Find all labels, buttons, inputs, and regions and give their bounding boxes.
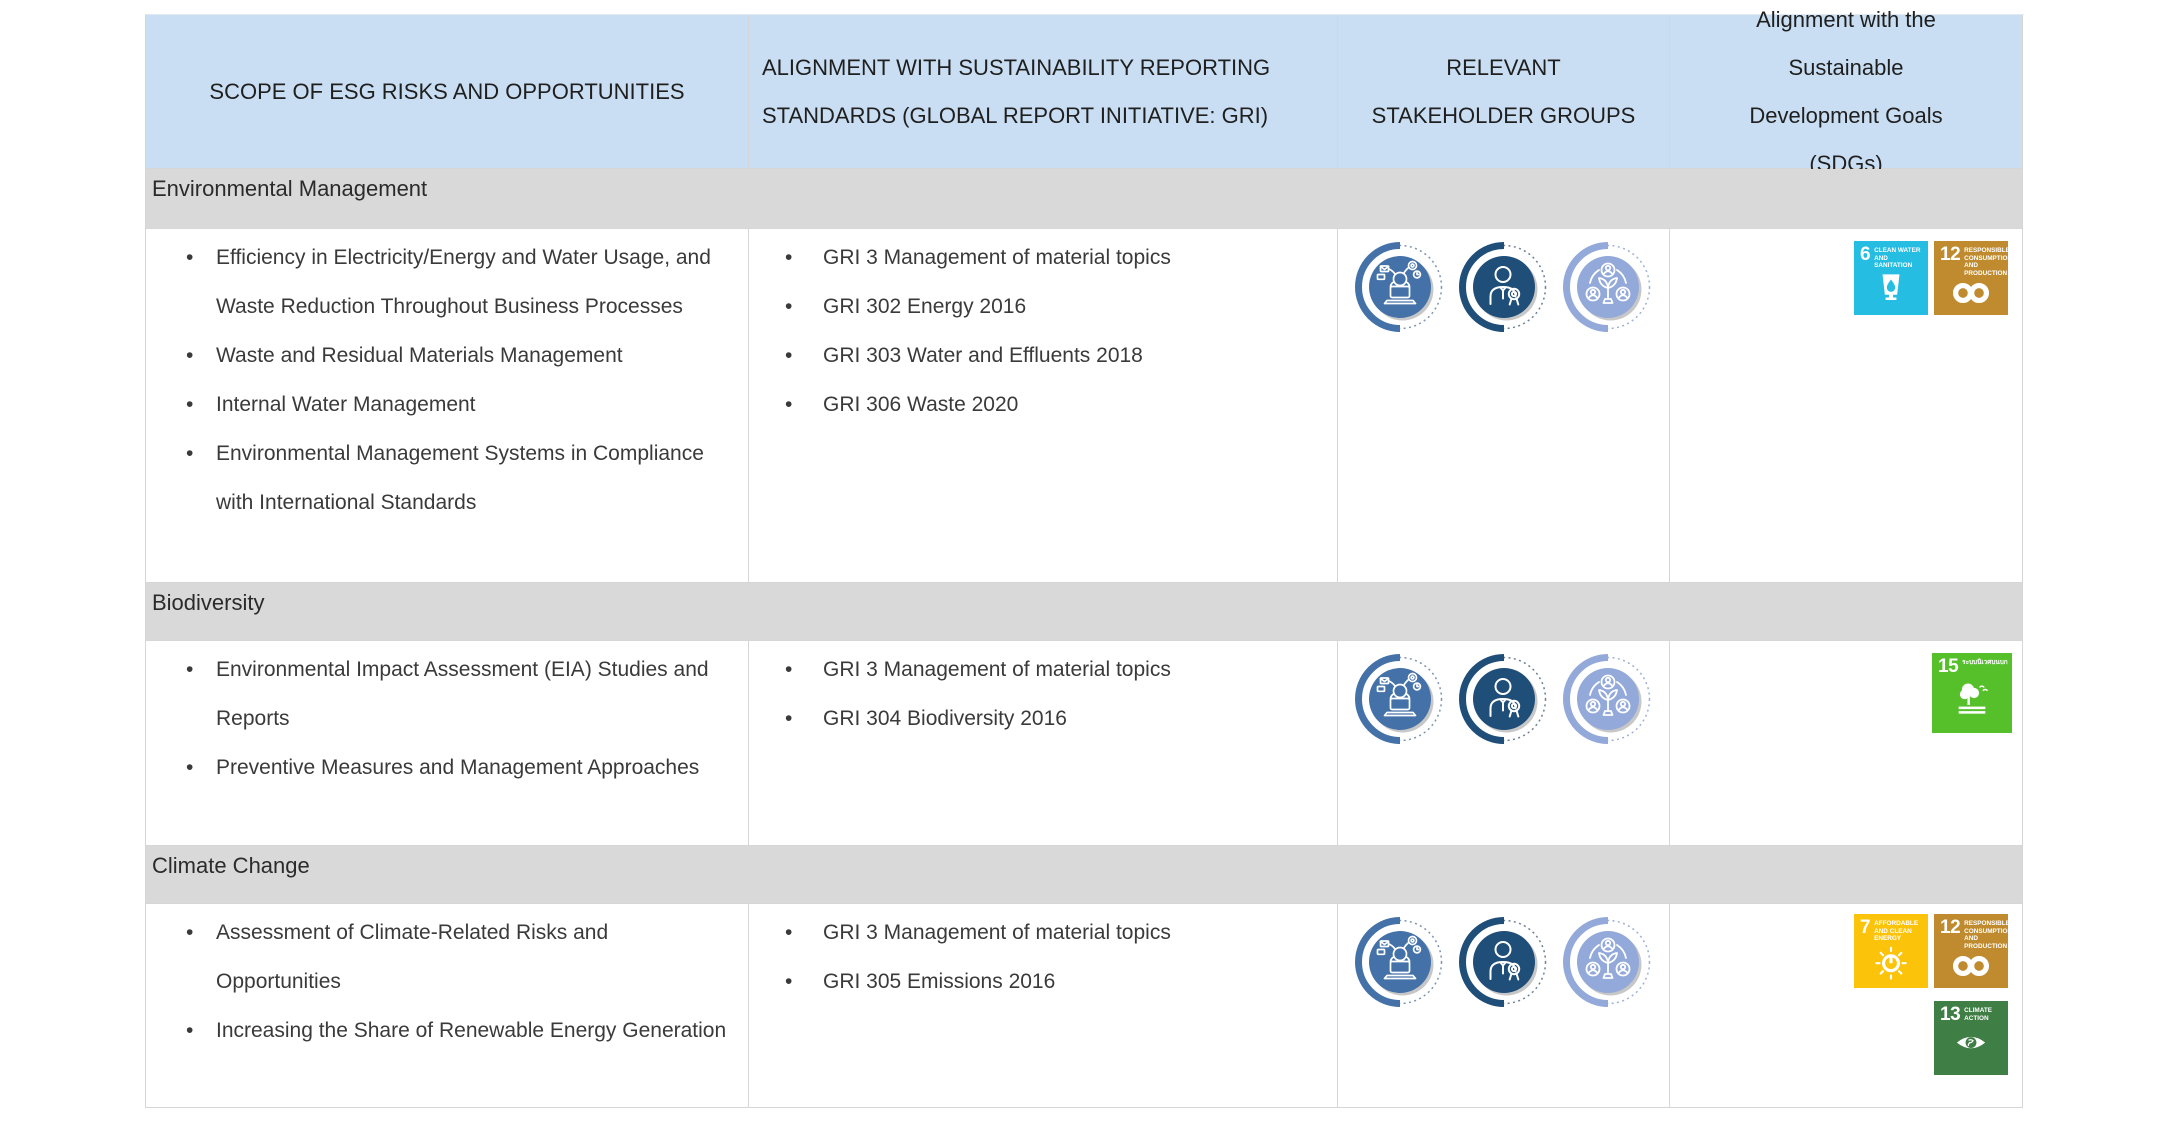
gri-cell: GRI 3 Management of material topics GRI … <box>749 229 1338 583</box>
employees-digital-work-icon <box>1354 241 1446 333</box>
gri-item: GRI 305 Emissions 2016 <box>785 957 1323 1006</box>
sdg-number: 12 <box>1940 244 1961 265</box>
stakeholders-cell <box>1338 904 1670 1108</box>
scope-item: Increasing the Share of Renewable Energy… <box>186 1006 734 1055</box>
section-title-biodiversity: Biodiversity <box>146 583 2023 641</box>
sdg-label: ระบบนิเวศบนบก <box>1962 659 2008 666</box>
column-header-scope: SCOPE OF ESG RISKS AND OPPORTUNITIES <box>146 15 749 169</box>
scope-cell: Efficiency in Electricity/Energy and Wat… <box>146 229 749 583</box>
gri-item-text: GRI 3 Management of material topics <box>823 658 1171 681</box>
scope-item: Environmental Impact Assessment (EIA) St… <box>186 645 734 743</box>
scope-item-text: Efficiency in Electricity/Energy and Wat… <box>216 246 711 318</box>
scope-item: Assessment of Climate-Related Risks and … <box>186 908 734 1006</box>
gri-item-text: GRI 302 Energy 2016 <box>823 295 1027 318</box>
column-header-label: SCOPE OF ESG RISKS AND OPPORTUNITIES <box>209 78 685 104</box>
gri-item-text: GRI 304 Biodiversity 2016 <box>823 707 1067 730</box>
sdg-badge-12: 12 RESPONSIBLE CONSUMPTION AND PRODUCTIO… <box>1934 241 2008 315</box>
sdg7-sun-energy-icon <box>1873 944 1909 980</box>
sdg-number: 7 <box>1860 917 1871 938</box>
scope-item-text: Preventive Measures and Management Appro… <box>216 756 700 779</box>
sdg13-climate-eye-icon <box>1951 1025 1991 1059</box>
gri-item: GRI 303 Water and Effluents 2018 <box>785 331 1323 380</box>
sdg-cell: 15 ระบบนิเวศบนบก <box>1670 641 2023 846</box>
sdg-badge-7: 7 AFFORDABLE AND CLEAN ENERGY <box>1854 914 1928 988</box>
gri-cell: GRI 3 Management of material topics GRI … <box>749 904 1338 1108</box>
section-title-climate-change: Climate Change <box>146 846 2023 904</box>
column-header-gri: ALIGNMENT WITH SUSTAINABILITY REPORTING … <box>749 15 1338 169</box>
employees-digital-work-icon <box>1354 916 1446 1008</box>
scope-cell: Assessment of Climate-Related Risks and … <box>146 904 749 1108</box>
sdg-number: 13 <box>1940 1004 1961 1025</box>
scope-item-text: Increasing the Share of Renewable Energy… <box>216 1019 727 1042</box>
sdg12-infinity-icon <box>1950 279 1992 307</box>
gri-item-text: GRI 303 Water and Effluents 2018 <box>823 344 1143 367</box>
scope-item-text: Waste and Residual Materials Management <box>216 344 623 367</box>
sdg-label: CLEAN WATER AND SANITATION <box>1874 247 1921 270</box>
sdg-cell: 7 AFFORDABLE AND CLEAN ENERGY 12 RESPONS… <box>1670 904 2023 1108</box>
gri-item-text: GRI 3 Management of material topics <box>823 921 1171 944</box>
sdg-label: RESPONSIBLE CONSUMPTION AND PRODUCTION <box>1964 920 2008 951</box>
section-title-environmental-management: Environmental Management <box>146 169 2023 229</box>
gri-item: GRI 302 Energy 2016 <box>785 282 1323 331</box>
gri-item: GRI 3 Management of material topics <box>785 908 1323 957</box>
shareholders-governance-icon <box>1458 916 1550 1008</box>
gri-item-text: GRI 305 Emissions 2016 <box>823 970 1056 993</box>
sdg6-water-glass-icon <box>1874 271 1908 305</box>
gri-item: GRI 306 Waste 2020 <box>785 380 1323 429</box>
gri-item-text: GRI 3 Management of material topics <box>823 246 1171 269</box>
gri-item: GRI 3 Management of material topics <box>785 233 1323 282</box>
sdg-label: RESPONSIBLE CONSUMPTION AND PRODUCTION <box>1964 247 2008 278</box>
stakeholders-cell <box>1338 641 1670 846</box>
shareholders-governance-icon <box>1458 653 1550 745</box>
community-environment-icon <box>1562 241 1654 333</box>
column-header-label: ALIGNMENT WITH SUSTAINABILITY REPORTING … <box>762 54 1271 128</box>
sdg-cell: 6 CLEAN WATER AND SANITATION 12 RESPONSI… <box>1670 229 2023 583</box>
sdg-badge-12: 12 RESPONSIBLE CONSUMPTION AND PRODUCTIO… <box>1934 914 2008 988</box>
sdg-number: 12 <box>1940 917 1961 938</box>
column-header-stakeholders: RELEVANT STAKEHOLDER GROUPS <box>1338 15 1670 169</box>
scope-item-text: Environmental Management Systems in Comp… <box>216 442 704 514</box>
gri-cell: GRI 3 Management of material topics GRI … <box>749 641 1338 846</box>
sdg-label: AFFORDABLE AND CLEAN ENERGY <box>1874 920 1919 943</box>
sdg-badge-6: 6 CLEAN WATER AND SANITATION <box>1854 241 1928 315</box>
column-header-label: Alignment with the Sustainable Developme… <box>1749 6 1943 176</box>
gri-item: GRI 304 Biodiversity 2016 <box>785 694 1323 743</box>
scope-item: Efficiency in Electricity/Energy and Wat… <box>186 233 734 331</box>
column-header-label: RELEVANT STAKEHOLDER GROUPS <box>1371 54 1636 128</box>
sdg-number: 6 <box>1860 244 1871 265</box>
sdg-badge-13: 13 CLIMATE ACTION <box>1934 1001 2008 1075</box>
scope-item: Environmental Management Systems in Comp… <box>186 429 734 527</box>
sdg-label: CLIMATE ACTION <box>1964 1007 1993 1022</box>
sdg-badge-15: 15 ระบบนิเวศบนบก <box>1932 653 2012 733</box>
sdg-number: 15 <box>1938 656 1959 677</box>
community-environment-icon <box>1562 653 1654 745</box>
employees-digital-work-icon <box>1354 653 1446 745</box>
stakeholders-cell <box>1338 229 1670 583</box>
shareholders-governance-icon <box>1458 241 1550 333</box>
column-header-sdg: Alignment with the Sustainable Developme… <box>1670 7 2023 176</box>
scope-item: Preventive Measures and Management Appro… <box>186 743 734 792</box>
gri-item: GRI 3 Management of material topics <box>785 645 1323 694</box>
scope-item: Internal Water Management <box>186 380 734 429</box>
sdg15-tree-icon <box>1952 677 1992 717</box>
scope-item: Waste and Residual Materials Management <box>186 331 734 380</box>
gri-item-text: GRI 306 Waste 2020 <box>823 393 1019 416</box>
scope-cell: Environmental Impact Assessment (EIA) St… <box>146 641 749 846</box>
scope-item-text: Assessment of Climate-Related Risks and … <box>216 921 609 993</box>
sdg12-infinity-icon <box>1950 952 1992 980</box>
scope-item-text: Internal Water Management <box>216 393 476 416</box>
esg-table: SCOPE OF ESG RISKS AND OPPORTUNITIES ALI… <box>145 7 2024 1108</box>
community-environment-icon <box>1562 916 1654 1008</box>
scope-item-text: Environmental Impact Assessment (EIA) St… <box>216 658 709 730</box>
